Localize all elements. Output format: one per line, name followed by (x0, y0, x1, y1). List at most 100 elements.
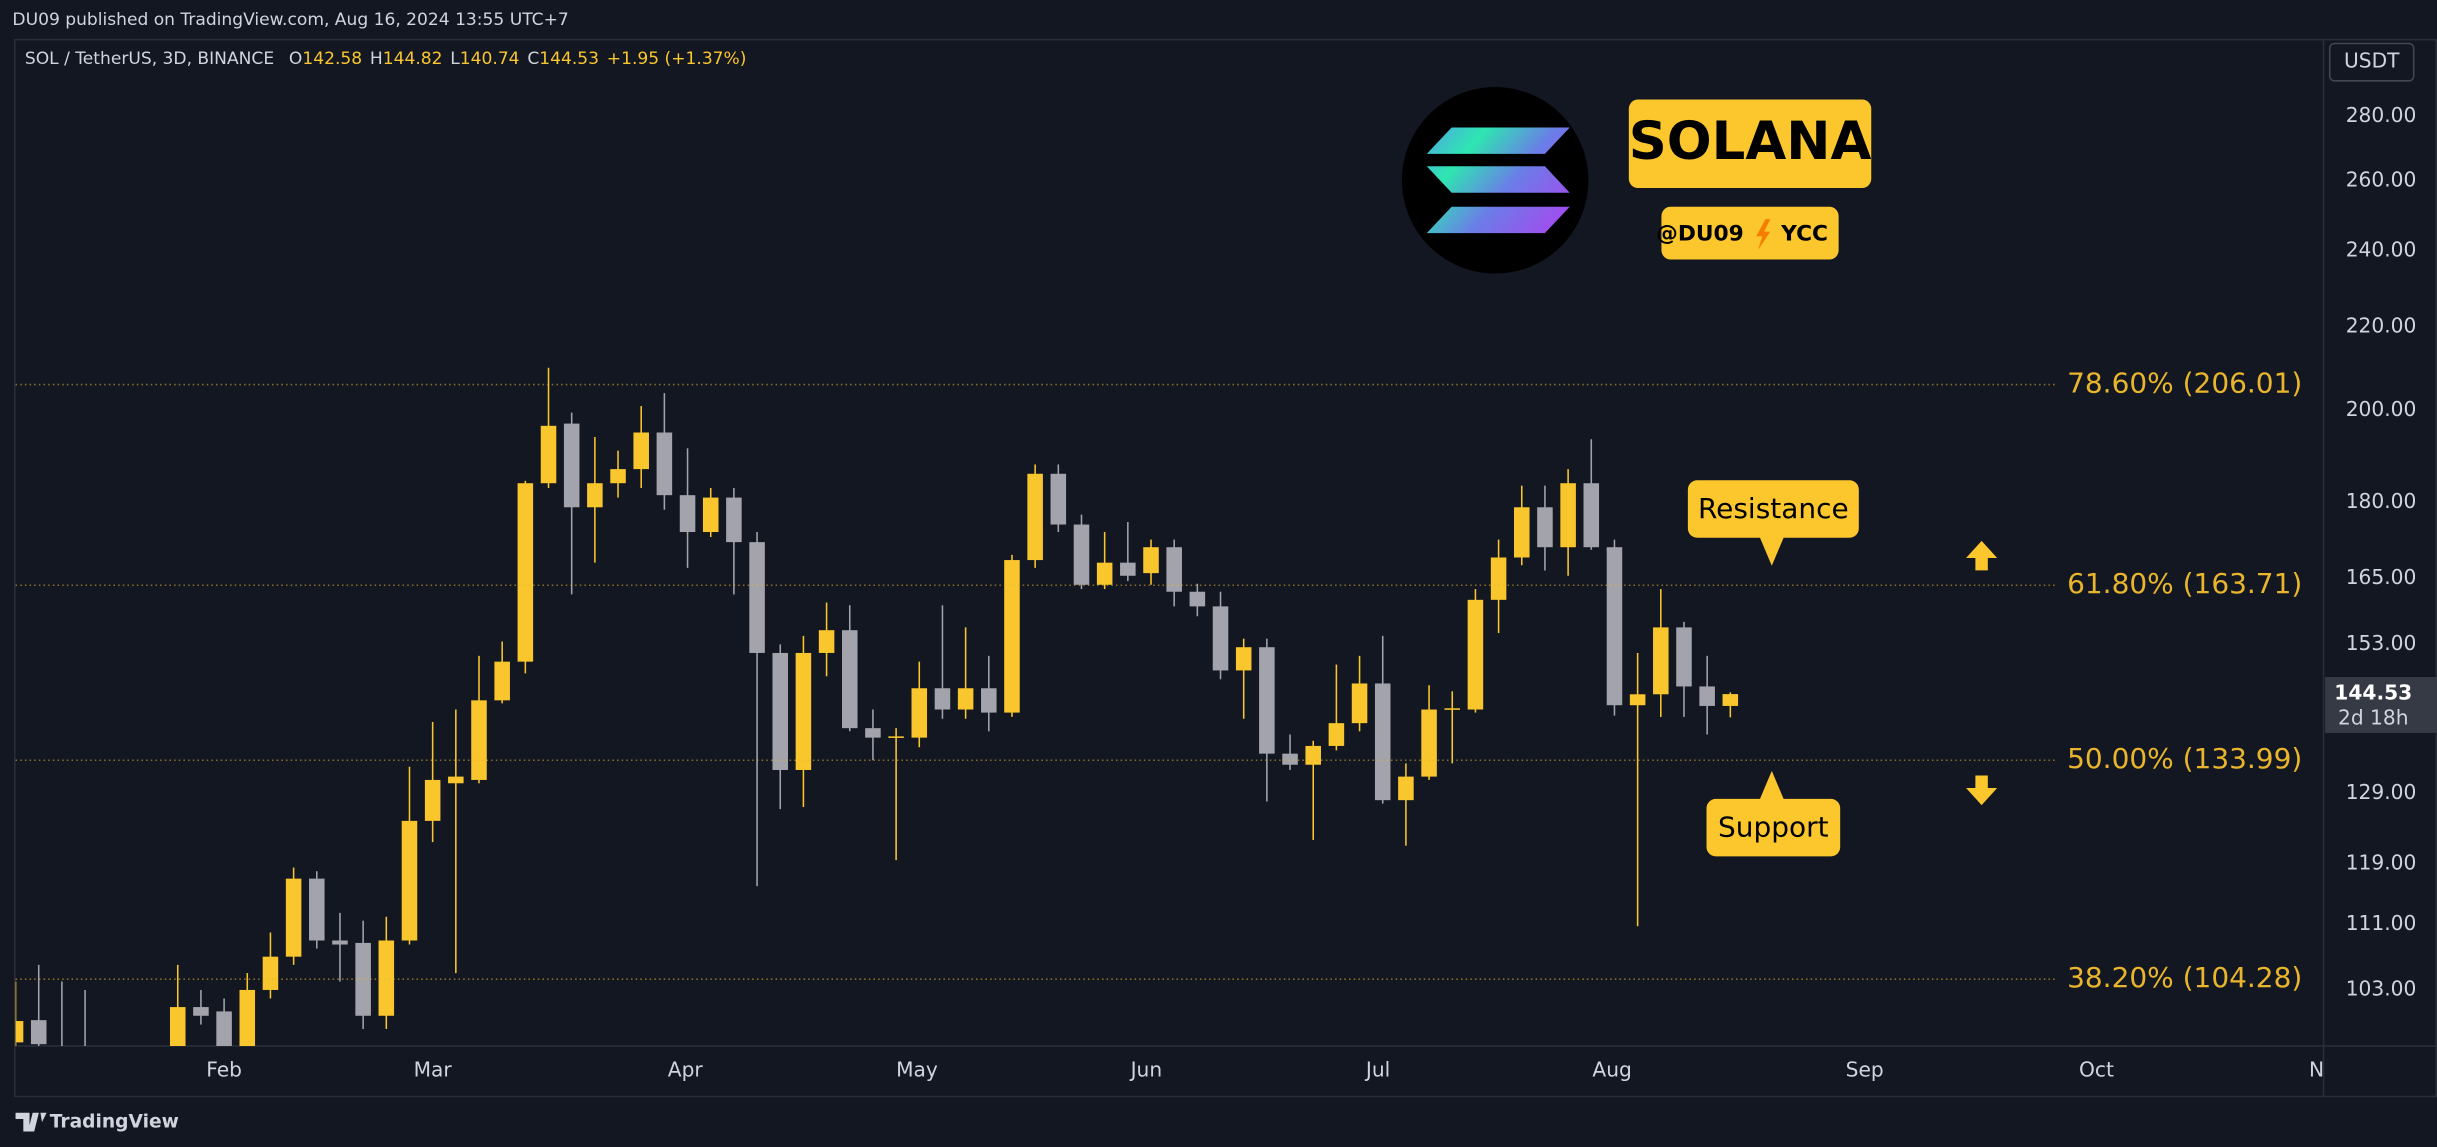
candle-body (841, 630, 858, 729)
candle-body (494, 661, 510, 701)
candle-body (1421, 709, 1437, 777)
candle-body (424, 779, 441, 821)
tag: YCC (1780, 222, 1828, 247)
price-label-box (2325, 676, 2437, 733)
candle-body (610, 469, 626, 484)
ohlc-value: 144.82 (383, 49, 443, 69)
candle-body (1513, 507, 1530, 558)
ohlc-key: C (527, 49, 539, 69)
candle-body (285, 878, 302, 957)
candle-body (1096, 562, 1113, 585)
y-tick-label: 220.00 (2346, 314, 2417, 338)
candle-body (1490, 557, 1507, 600)
candle-body (1212, 606, 1229, 671)
callout-pointer (1759, 536, 1785, 566)
y-tick-label: 240.00 (2346, 238, 2417, 262)
candle-body (216, 1011, 232, 1046)
symbol: SOL / TetherUS, 3D, BINANCE (25, 49, 274, 69)
plot-area (15, 367, 1739, 1046)
down-arrow (1966, 775, 1998, 806)
y-tick-label: 280.00 (2346, 103, 2417, 127)
x-tick-label: Apr (668, 1057, 704, 1081)
candle-body (1027, 473, 1043, 561)
candle-body (1629, 694, 1646, 706)
x-tick-label: Feb (206, 1057, 242, 1081)
candle-body (517, 483, 534, 662)
candle-body (1120, 562, 1136, 576)
candle-body (15, 1021, 24, 1043)
candle-body (1583, 483, 1600, 548)
candle-body (1351, 683, 1368, 724)
candle-body (471, 700, 487, 780)
currency: USDT (2344, 49, 2400, 73)
y-tick-label: 111.00 (2346, 911, 2417, 935)
candle-body (981, 688, 997, 713)
candle-body (1699, 686, 1715, 706)
candle-body (193, 1007, 209, 1016)
candle-body (795, 652, 812, 770)
y-tick-label: 103.00 (2346, 976, 2417, 1000)
frame (13, 38, 2437, 1098)
candle-body (587, 483, 603, 508)
candle-body (563, 423, 580, 508)
candle-body (1004, 560, 1020, 713)
fib-label: 61.80% (163.71) (2067, 567, 2302, 600)
y-tick-label: 200.00 (2346, 397, 2417, 421)
candle-body (448, 776, 464, 784)
candle-body (772, 652, 789, 770)
x-tick-label: Jun (1129, 1057, 1163, 1081)
x-tick-label: Aug (1592, 1057, 1631, 1081)
candle-body (1073, 524, 1090, 585)
candle-body (1444, 708, 1461, 710)
candle-body (1189, 591, 1206, 607)
candle-body (749, 542, 765, 653)
tag: @DU09 (1656, 222, 1744, 247)
title-box (1628, 99, 1872, 189)
y-tick-label: 180.00 (2346, 489, 2417, 513)
symbol-line: SOL / TetherUS, 3D, BINANCE O142.58 H144.… (25, 49, 747, 69)
candle-body (540, 425, 557, 484)
x-tick-label: Mar (414, 1057, 453, 1081)
candle-body (378, 940, 395, 1016)
y-tick-label: 119.00 (2346, 850, 2417, 874)
resistance-label: Resistance (1698, 492, 1849, 525)
candle-body (309, 878, 325, 941)
candle-body (633, 432, 649, 470)
candle-body (1166, 547, 1182, 592)
candle-body (1328, 723, 1345, 746)
candle-body (1235, 647, 1252, 671)
candle-body (30, 1020, 47, 1045)
candle-body (1050, 473, 1067, 525)
candle-body (1305, 745, 1321, 765)
candle-body (702, 497, 719, 533)
candle-body (957, 688, 974, 710)
candle-body (1143, 547, 1159, 574)
ohlc-key: L (450, 49, 460, 69)
logo-bar (1426, 166, 1570, 193)
ohlc-key: O (289, 49, 302, 69)
ohlc-value: 144.53 (539, 49, 599, 69)
bolt-icon (1756, 219, 1771, 251)
logo-bar (1426, 206, 1570, 234)
fib-label: 78.60% (206.01) (2067, 367, 2302, 400)
candle-body (888, 736, 904, 738)
candle-body (726, 497, 742, 543)
ohlc-value: 140.74 (460, 49, 520, 69)
support-box (1706, 798, 1841, 857)
candle-body (1467, 599, 1484, 710)
candle-body (1398, 776, 1414, 801)
price-label: 144.53 (2334, 681, 2412, 705)
candle-body (1722, 694, 1739, 706)
candle-body (262, 956, 279, 990)
currency-box (2328, 42, 2415, 82)
support-label: Support (1718, 810, 1829, 843)
x-tick-label: Oct (2079, 1057, 2114, 1081)
candle-body (679, 495, 696, 533)
candle-body (1282, 753, 1298, 765)
candle-body (865, 728, 881, 738)
x-tick-label: May (896, 1057, 938, 1081)
candle-body (656, 432, 673, 496)
brand: TradingView (50, 1112, 179, 1133)
candle-body (911, 688, 928, 738)
